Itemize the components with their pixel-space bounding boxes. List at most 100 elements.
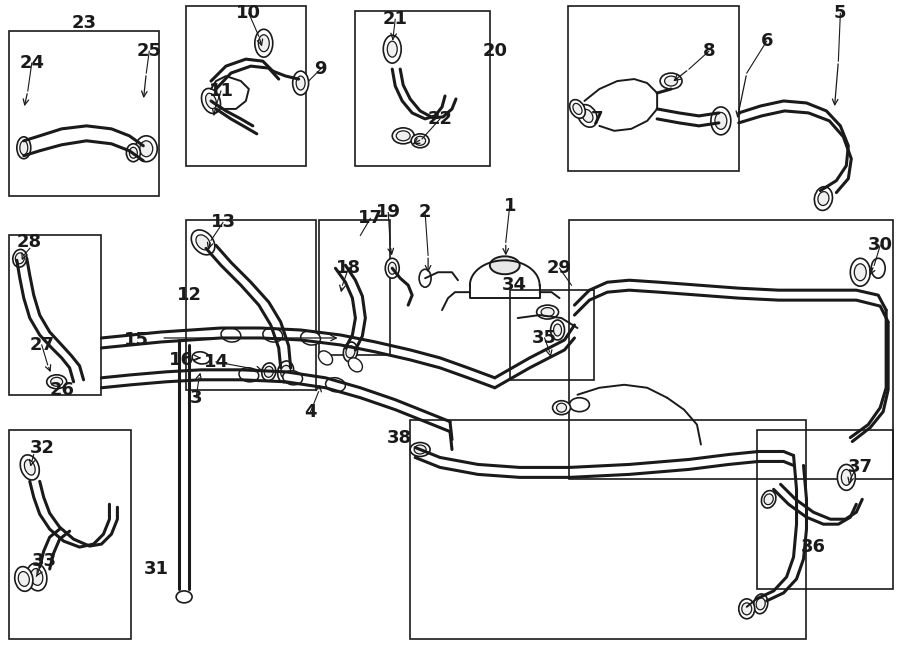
Ellipse shape [13,249,27,267]
Ellipse shape [47,375,67,389]
Text: 34: 34 [502,276,527,294]
Ellipse shape [24,460,35,475]
Text: 9: 9 [314,60,327,78]
Ellipse shape [419,269,431,287]
Ellipse shape [205,93,216,108]
Ellipse shape [392,128,414,144]
Ellipse shape [292,71,309,95]
Ellipse shape [385,258,400,278]
Ellipse shape [742,603,751,615]
Ellipse shape [126,144,140,162]
Text: 31: 31 [144,560,169,578]
Text: 33: 33 [32,552,57,570]
Ellipse shape [319,351,333,365]
Ellipse shape [130,147,138,158]
Ellipse shape [281,366,291,378]
Ellipse shape [837,465,855,490]
Ellipse shape [414,445,426,454]
Ellipse shape [193,352,210,364]
Ellipse shape [818,192,829,206]
Ellipse shape [239,368,258,382]
Text: 17: 17 [358,210,382,227]
Ellipse shape [411,134,429,148]
Bar [319,221,391,355]
Ellipse shape [573,103,582,114]
Ellipse shape [14,566,33,592]
Text: 36: 36 [801,538,826,556]
Text: 8: 8 [703,42,716,60]
Text: 29: 29 [547,259,572,277]
Text: 22: 22 [428,110,453,128]
Text: 26: 26 [50,381,74,399]
Text: 20: 20 [482,42,508,60]
Ellipse shape [536,305,559,319]
Bar [509,290,594,380]
Ellipse shape [262,363,275,381]
Ellipse shape [814,186,832,210]
Ellipse shape [296,76,305,90]
Text: 38: 38 [387,428,412,447]
Ellipse shape [582,109,593,122]
Ellipse shape [255,29,273,57]
Ellipse shape [140,141,153,157]
Text: 15: 15 [124,331,149,349]
Ellipse shape [660,73,682,89]
Ellipse shape [664,76,678,86]
Ellipse shape [554,324,562,336]
Text: 21: 21 [382,11,408,28]
Ellipse shape [21,455,40,480]
Text: 23: 23 [72,15,97,32]
Text: 24: 24 [19,54,44,72]
Ellipse shape [50,377,63,386]
Text: 25: 25 [137,42,162,60]
Ellipse shape [739,599,755,619]
Text: 37: 37 [848,459,873,477]
Text: 18: 18 [336,259,361,277]
Bar [186,221,316,390]
Ellipse shape [711,107,731,135]
Ellipse shape [490,256,519,274]
Bar [356,11,490,166]
Ellipse shape [383,35,401,63]
Ellipse shape [753,594,768,613]
Text: 16: 16 [168,351,194,369]
Ellipse shape [410,442,430,457]
Ellipse shape [854,264,866,281]
Ellipse shape [764,494,773,504]
Ellipse shape [283,371,302,385]
Bar [410,420,806,639]
Text: 32: 32 [30,438,55,457]
Bar [9,31,159,196]
Ellipse shape [135,136,158,162]
Text: 14: 14 [203,353,229,371]
Text: 4: 4 [304,403,317,420]
Ellipse shape [326,377,346,392]
Text: 28: 28 [17,233,42,251]
Ellipse shape [871,258,886,278]
Bar [568,7,739,171]
Ellipse shape [415,136,426,145]
Bar [9,235,102,395]
Ellipse shape [196,235,211,250]
Ellipse shape [541,307,554,317]
Text: 35: 35 [532,329,557,347]
Ellipse shape [578,104,598,127]
Ellipse shape [192,230,215,255]
Text: 1: 1 [503,196,516,215]
Ellipse shape [570,100,585,118]
Ellipse shape [388,262,396,274]
Ellipse shape [396,131,410,141]
Text: 7: 7 [591,110,604,128]
Text: 27: 27 [29,336,54,354]
Ellipse shape [387,41,397,57]
Text: 11: 11 [209,82,233,100]
Ellipse shape [176,591,192,603]
Bar [186,7,306,166]
Ellipse shape [346,346,355,358]
Ellipse shape [556,403,566,412]
Text: 13: 13 [211,214,236,231]
Ellipse shape [27,563,47,591]
Text: 30: 30 [868,237,893,254]
Ellipse shape [15,253,24,264]
Ellipse shape [221,328,241,342]
